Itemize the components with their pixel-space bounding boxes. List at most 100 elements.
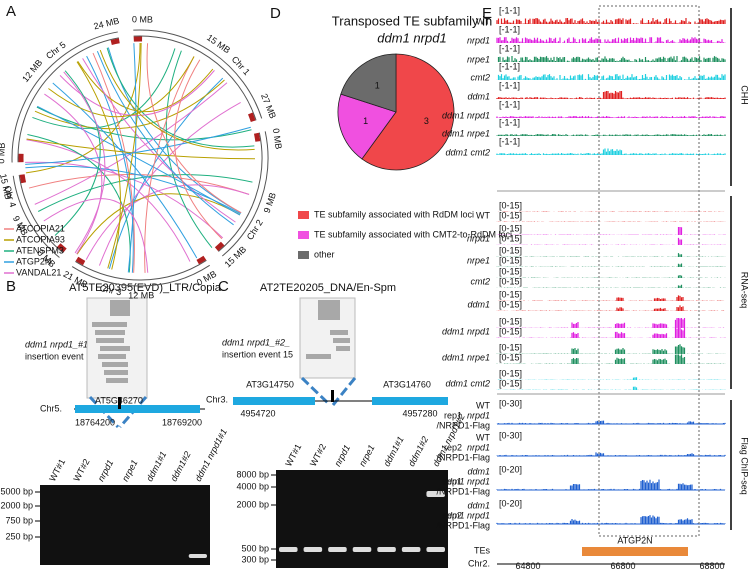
legend-label: ATCOPIA93 [16, 234, 65, 244]
chromosome-band [198, 258, 205, 262]
track-label: cmt2 [470, 72, 490, 82]
signal [497, 56, 725, 62]
track-range: [0-15] [499, 368, 522, 378]
band [328, 547, 347, 552]
track-range: [0-20] [499, 498, 522, 508]
signal [497, 295, 725, 301]
track-range: [0-15] [499, 266, 522, 276]
lane-label: nrpe1 [120, 458, 140, 483]
legend-label: ATCOPIA21 [16, 223, 65, 233]
panel-label: A [6, 3, 16, 20]
ladder-label: 4000 bp [236, 481, 269, 491]
section-label: Flag ChIP-seq [740, 437, 750, 495]
ladder-label: 250 bp [5, 531, 33, 541]
track-range: [0-15] [499, 352, 522, 362]
link [99, 102, 240, 265]
track-label: nrpd1 [467, 233, 490, 243]
track-suffix: /NRPD1-Flag [436, 452, 490, 462]
panel-label: B [6, 278, 16, 295]
coord: 18764200 [75, 417, 115, 427]
band [353, 547, 372, 552]
gene-label: AT3G14760 [383, 379, 431, 389]
track-range: [0-15] [499, 255, 522, 265]
track-range: [0-15] [499, 200, 522, 210]
lane-label: ddm1#1 [382, 435, 406, 468]
chromosome-name: Chr 2 [245, 218, 265, 242]
legend-swatch [298, 251, 309, 259]
legend-label: ATGP2N [16, 256, 51, 266]
track-label: ddm1 nrpd1 [442, 476, 490, 486]
lane-label: ddm1#2 [406, 435, 430, 468]
track-range: [0-15] [499, 316, 522, 326]
signal [497, 227, 725, 235]
lane-label: nrpd1 [332, 443, 352, 468]
track-range: [0-30] [499, 430, 522, 440]
chromosome-band [77, 259, 84, 263]
gene-label: AT3G14750 [246, 379, 294, 389]
track-label: ddm1 nrpd1 [442, 110, 490, 120]
signal [497, 515, 725, 524]
coord: 66800 [610, 561, 635, 569]
track-label: ddm1 [467, 299, 490, 309]
signal [497, 421, 725, 424]
chromosome-name: Chr 1 [230, 54, 252, 77]
panel-label: D [270, 5, 281, 22]
lane-label: nrpd1 [96, 458, 116, 483]
legend-label: other [314, 249, 335, 259]
te-label: TEs [474, 545, 491, 555]
track-range: [0-15] [499, 326, 522, 336]
pie-subtitle: ddm1 nrpd1 [377, 30, 446, 45]
track-range: [-1-1] [499, 24, 520, 34]
ladder-label: 8000 bp [236, 469, 269, 479]
link [32, 48, 175, 128]
track-range: [-1-1] [499, 61, 520, 71]
gel [276, 470, 448, 568]
chr-label: Chr5. [40, 403, 62, 413]
rep-label: rep1 [444, 410, 462, 420]
link [100, 50, 254, 150]
lane-label: nrpe1 [357, 443, 377, 468]
track-range: [-1-1] [499, 99, 520, 109]
band [426, 547, 445, 552]
legend-swatch [298, 211, 309, 219]
track-label: ddm1 nrpd1 [442, 510, 490, 520]
track-top: WT [476, 400, 490, 410]
event: insertion event 11 [25, 351, 95, 361]
te-title: AT2TE20205_DNA/En-Spm [260, 282, 396, 294]
rep-label: rep2 [444, 442, 462, 452]
track-range: [0-15] [499, 276, 522, 286]
signal [497, 275, 725, 278]
track-top: ddm1 [467, 466, 490, 476]
lane-label: ddm1 nrpd1#1 [193, 427, 229, 483]
ladder-label: 2000 bp [0, 500, 33, 510]
band [279, 547, 298, 552]
track-range: [0-15] [499, 223, 522, 233]
track-top: ddm1 [467, 500, 490, 510]
chromosome-name: Chr 5 [44, 40, 68, 61]
track-label: nrpe1 [467, 54, 490, 64]
tick-label: 15 MB [205, 32, 232, 55]
track-label: ddm1 cmt2 [445, 378, 490, 388]
legend-label: VANDAL21 [16, 267, 61, 277]
track-range: [0-15] [499, 342, 522, 352]
track-label: nrpd1 [467, 410, 490, 420]
track-label: WT [476, 16, 490, 26]
signal [497, 264, 725, 267]
signal [497, 318, 725, 328]
band [304, 547, 323, 552]
ladder-label: 5000 bp [0, 486, 33, 496]
tick-label: 9 MB [262, 191, 278, 214]
link [48, 56, 194, 116]
pie-label: 1 [375, 81, 380, 91]
track-range: [0-15] [499, 245, 522, 255]
legend-swatch [298, 231, 309, 239]
track-range: [-1-1] [499, 117, 520, 127]
tick-label: 24 MB [93, 15, 121, 31]
track-label: WT [476, 210, 490, 220]
lane-label: WT#1 [47, 457, 67, 483]
legend-label: TE subfamily associated with RdDM loci [314, 209, 474, 219]
coord: 64800 [515, 561, 540, 569]
track-label: nrpd1 [467, 35, 490, 45]
track-range: [0-15] [499, 299, 522, 309]
